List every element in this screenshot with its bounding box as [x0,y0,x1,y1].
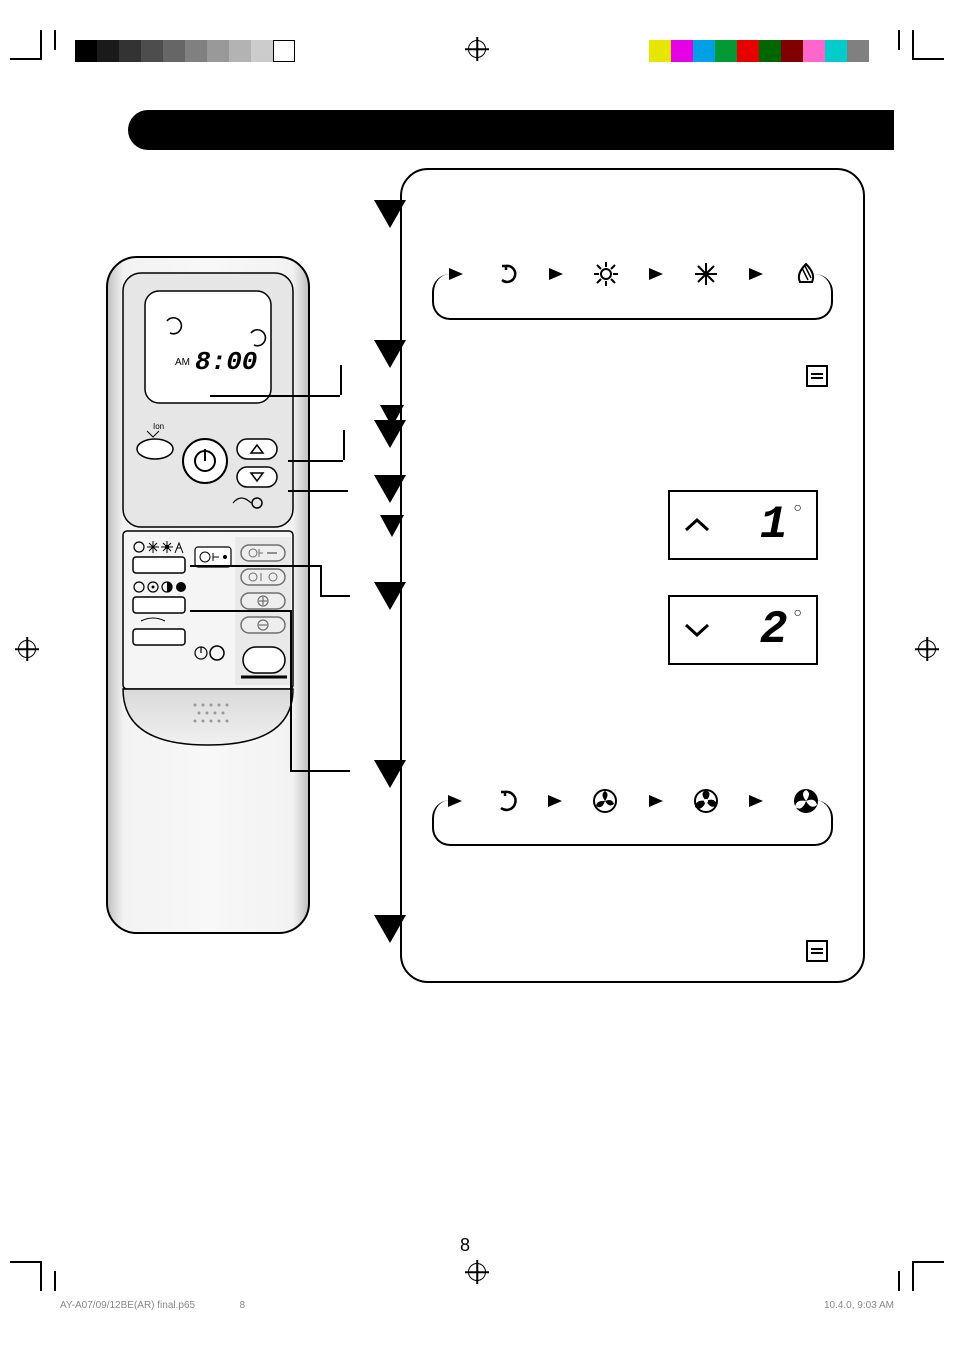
temp-up-value: 1 [760,499,790,551]
fan-med-icon [693,788,719,814]
degree-symbol: ○ [794,499,802,515]
lcd-time-value: 8:00 [195,347,257,377]
dry-drop-icon [794,262,818,286]
crop-mark [912,1261,914,1291]
step-marker-icon [380,405,404,427]
instruction-panel: 1○ 2○ [400,168,865,983]
chevron-up-icon [684,516,710,534]
arrow-right-icon [548,795,562,807]
leader-line [288,490,348,492]
crop-mark [898,1271,900,1291]
leader-line [288,460,343,462]
lcd-ampm-label: AM [175,357,190,368]
fan-cycle-icons [432,788,833,814]
grayscale-calibration-bar [75,40,295,62]
leader-line [340,365,342,395]
crop-mark [10,58,40,60]
footer-filepath: AY-A07/09/12BE(AR) final.p65 8 [60,1300,245,1311]
leader-line [290,770,350,772]
crop-mark [54,1271,56,1291]
auto-swirl-icon [492,788,518,814]
display-indicator-icon [806,365,828,387]
fan-low-icon [592,788,618,814]
cool-snowflake-icon [694,262,718,286]
step-marker-icon [374,915,406,943]
crop-mark [912,30,914,60]
arrow-right-icon [649,268,663,280]
display-indicator-icon [806,940,828,962]
leader-line [190,565,320,567]
arrow-right-icon [448,795,462,807]
arrow-right-icon [749,268,763,280]
temp-up-display: 1○ [668,490,818,560]
arrow-right-icon [749,795,763,807]
chevron-down-icon [684,621,710,639]
arrow-right-icon [449,268,463,280]
leader-line [320,595,350,597]
heat-sun-icon [594,262,618,286]
auto-swirl-icon [494,262,518,286]
crop-mark [914,58,944,60]
leader-line [320,565,322,595]
registration-mark-icon [918,640,936,658]
remote-control-illustration: AM 8:00 Ion [105,255,311,935]
leader-line [343,430,345,460]
step-marker-icon [374,760,406,788]
step-marker-icon [374,475,406,503]
step-marker-icon [374,200,406,228]
arrow-right-icon [649,795,663,807]
arrow-right-icon [549,268,563,280]
leader-line [290,610,292,770]
step-marker-icon [374,582,406,610]
crop-mark [10,1261,40,1263]
leader-line [190,610,290,612]
registration-mark-icon [18,640,36,658]
registration-mark-icon [468,40,486,58]
section-heading-bar [128,110,894,150]
registration-mark-icon [468,1263,486,1281]
svg-text:Ion: Ion [153,422,164,431]
step-marker-icon [374,340,406,368]
leader-line [210,395,340,397]
crop-mark [898,30,900,50]
crop-mark [914,1261,944,1263]
crop-mark [54,30,56,50]
mode-cycle-icons [432,262,833,286]
temp-down-display: 2○ [668,595,818,665]
step-marker-icon [380,515,404,537]
crop-mark [40,1261,42,1291]
degree-symbol: ○ [794,604,802,620]
temp-down-value: 2 [760,604,790,656]
footer-timestamp: 10.4.0, 9:03 AM [824,1300,894,1311]
crop-mark [40,30,42,60]
fan-high-icon [793,788,819,814]
page-number: 8 [460,1235,470,1256]
color-calibration-bar [649,40,869,62]
